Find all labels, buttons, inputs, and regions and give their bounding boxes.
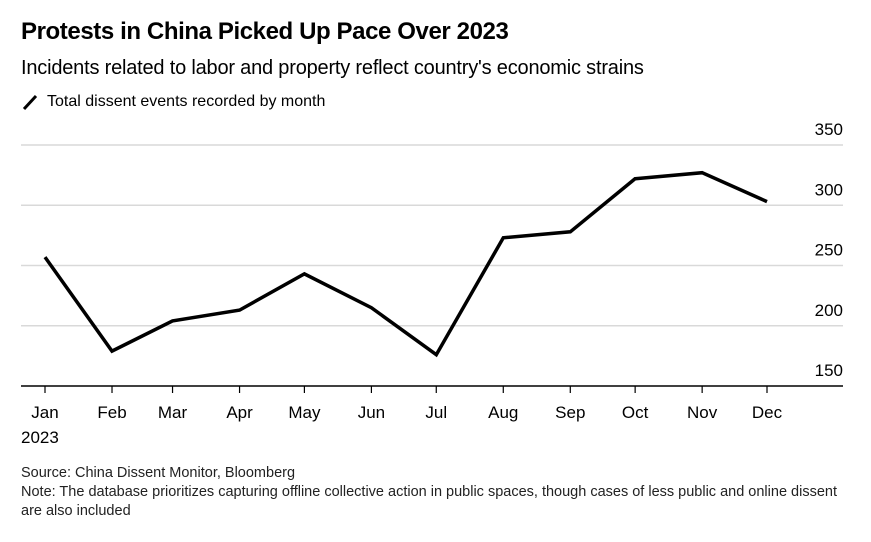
x-tick-label: Feb	[97, 403, 126, 422]
legend-label: Total dissent events recorded by month	[47, 93, 326, 110]
y-tick-label: 300	[815, 180, 843, 199]
y-tick-label: 350	[815, 120, 843, 139]
x-tick-label: Sep	[555, 403, 585, 422]
y-tick-label: 250	[815, 241, 843, 260]
methodology-note: Note: The database prioritizes capturing…	[21, 484, 837, 519]
legend: Total dissent events recorded by month	[21, 92, 325, 112]
x-tick-label: May	[288, 403, 321, 422]
line-swatch-icon	[21, 92, 41, 112]
x-tick-label: Oct	[622, 403, 649, 422]
x-tick-label: Dec	[752, 403, 783, 422]
x-tick-label: Apr	[226, 403, 253, 422]
chart-subtitle: Incidents related to labor and property …	[21, 57, 644, 79]
series-layer	[43, 170, 768, 358]
y-tick-label: 200	[815, 301, 843, 320]
x-tick-label: Nov	[687, 403, 718, 422]
series-line	[43, 170, 768, 358]
chart-footer: Source: China Dissent Monitor, Bloomberg…	[21, 464, 841, 521]
x-tick-label: Mar	[158, 403, 188, 422]
chart-title: Protests in China Picked Up Pace Over 20…	[21, 18, 509, 45]
x-tick-label: Jan	[31, 403, 58, 422]
x-year-label: 2023	[21, 428, 59, 447]
y-axis-labels: 150 200 250 300 350	[815, 120, 843, 380]
source-note: Source: China Dissent Monitor, Bloomberg	[21, 465, 296, 481]
x-tick-label: Jun	[358, 403, 385, 422]
x-axis	[21, 385, 843, 393]
x-axis-labels: Jan Feb Mar Apr May Jun Jul Aug Sep Oct Nov Dec 2023	[21, 403, 783, 447]
x-tick-label: Jul	[425, 403, 447, 422]
x-tick-label: Aug	[488, 403, 518, 422]
y-tick-label: 150	[815, 361, 843, 380]
gridlines	[21, 144, 843, 327]
